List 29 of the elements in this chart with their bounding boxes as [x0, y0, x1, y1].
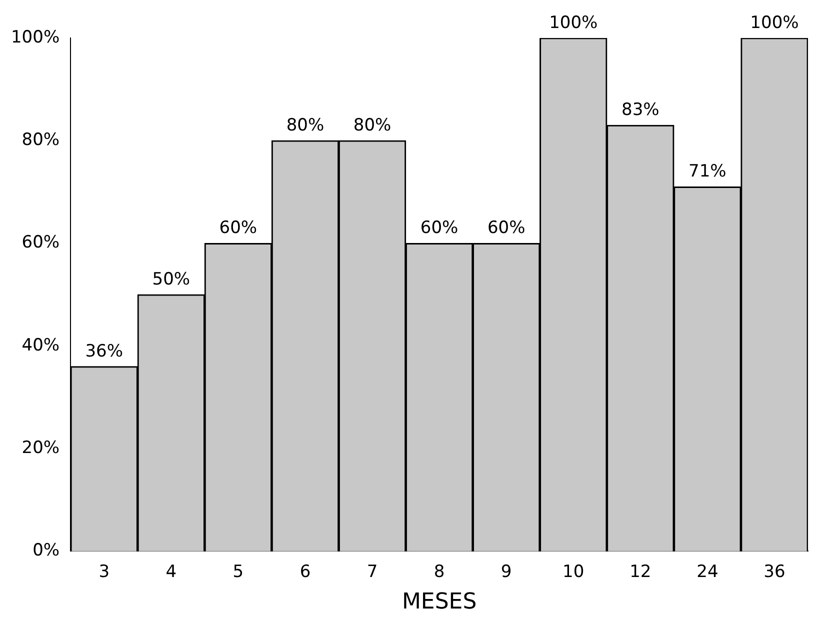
- y-tick-label: 0%: [32, 540, 60, 561]
- x-tick-label: 5: [232, 562, 244, 582]
- y-tick-label: 40%: [22, 335, 60, 356]
- data-label: 71%: [688, 162, 726, 182]
- x-tick-label: 3: [98, 562, 110, 582]
- y-tick-label: 60%: [22, 232, 60, 253]
- x-tick-label: 24: [696, 562, 718, 582]
- x-tick-label: 9: [500, 562, 512, 582]
- data-label: 60%: [420, 218, 458, 238]
- data-label: 80%: [353, 116, 392, 136]
- data-label: 50%: [152, 270, 190, 290]
- data-label: 60%: [487, 218, 526, 238]
- x-axis-title: MESES: [402, 590, 477, 615]
- x-tick-label: 4: [166, 562, 177, 582]
- x-tick-label: 36: [764, 562, 786, 582]
- y-tick-label: 20%: [22, 438, 60, 458]
- data-label: 100%: [549, 12, 598, 33]
- data-label: 83%: [622, 100, 660, 120]
- y-tick-label: 100%: [10, 27, 60, 48]
- data-label: 80%: [286, 116, 324, 136]
- data-label: 100%: [750, 12, 799, 33]
- data-label: 36%: [85, 341, 124, 362]
- x-tick-label: 7: [366, 562, 378, 582]
- data-label: 60%: [219, 218, 258, 238]
- x-tick-label: 8: [434, 562, 445, 582]
- x-tick-label: 10: [562, 562, 584, 582]
- y-tick-label: 80%: [22, 130, 60, 150]
- x-tick-label: 12: [630, 562, 652, 582]
- x-tick-label: 6: [300, 562, 311, 582]
